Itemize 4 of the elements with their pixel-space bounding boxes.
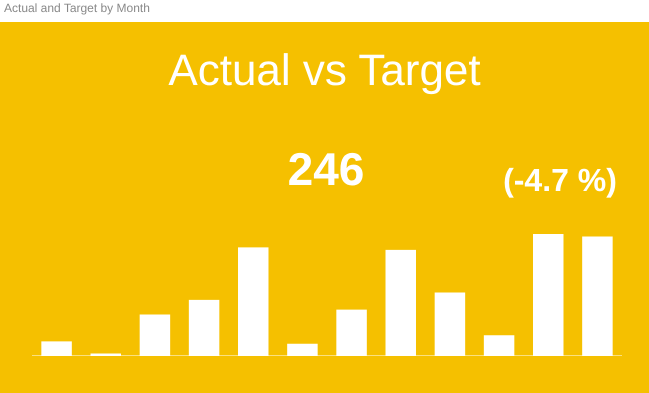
chart-title: Actual vs Target (167, 46, 482, 96)
text: (-4.7 %) (502, 162, 618, 199)
text: 246 (286, 142, 366, 196)
text: Actual and Target by Month (4, 1, 150, 15)
